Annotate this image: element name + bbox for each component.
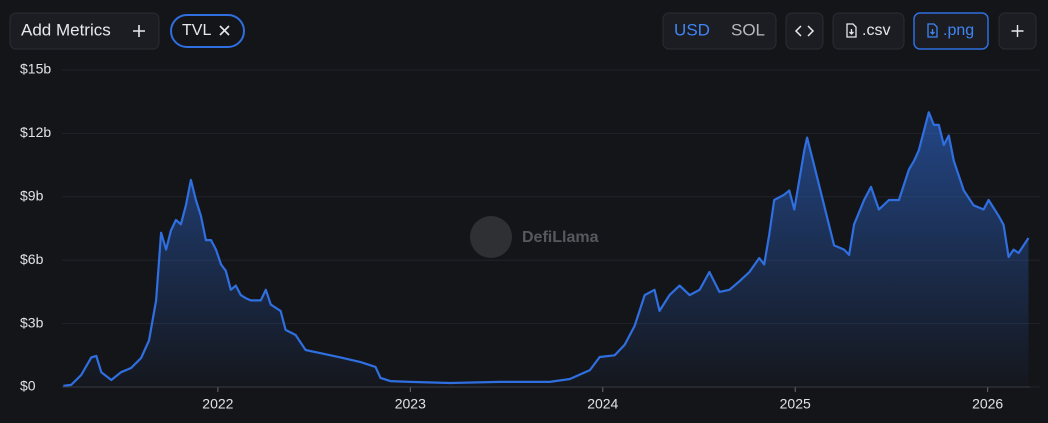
button-label: Add Metrics (21, 20, 111, 39)
y-tick-label: $3b (20, 314, 44, 330)
y-tick-label: $0 (20, 378, 36, 394)
x-tick-label: 2022 (202, 396, 233, 412)
button-bg (785, 12, 824, 50)
button-bg (832, 12, 905, 50)
close-icon (219, 25, 230, 36)
x-tick-label: 2024 (587, 396, 618, 412)
x-tick-label: 2023 (395, 396, 426, 412)
add-metrics-button[interactable]: Add Metrics (9, 12, 160, 50)
area-fill (63, 112, 1029, 388)
plus-icon (133, 25, 145, 37)
y-tick-label: $9b (20, 188, 44, 204)
chip-bg (170, 14, 245, 48)
button-label: .csv (862, 22, 890, 39)
button-bg (913, 12, 989, 50)
chip-label: TVL (182, 22, 211, 39)
button-label: .png (943, 22, 974, 39)
png-button[interactable]: .png (913, 12, 989, 50)
tvl-line (63, 111, 1030, 387)
watermark: DefiLlama (470, 216, 599, 258)
button-bg (9, 12, 160, 50)
download-icon (846, 23, 857, 38)
embed-button[interactable] (785, 12, 824, 50)
x-tick-label: 2025 (780, 396, 811, 412)
more-button[interactable] (998, 12, 1037, 50)
plot-area: $0 $3b $6b $9b $12b $15b 2022 2023 2024 2025 2026 (20, 61, 1040, 412)
plus-icon (1011, 25, 1024, 37)
csv-button[interactable]: .csv (832, 12, 905, 50)
logo (470, 216, 512, 258)
toggle-bg (662, 12, 777, 50)
watermark-text: DefiLlama (522, 229, 599, 246)
y-tick-label: $12b (20, 124, 51, 140)
download-icon (927, 23, 938, 38)
y-tick-label: $6b (20, 251, 44, 267)
code-icon (794, 25, 815, 37)
x-tick-label: 2026 (972, 396, 1003, 412)
y-tick-label: $15b (20, 61, 51, 77)
currency-option[interactable]: USD (674, 20, 710, 39)
currency-toggle: USD SOL (662, 12, 777, 50)
currency-option[interactable]: SOL (731, 20, 765, 39)
metric-chip[interactable]: TVL (170, 14, 245, 48)
